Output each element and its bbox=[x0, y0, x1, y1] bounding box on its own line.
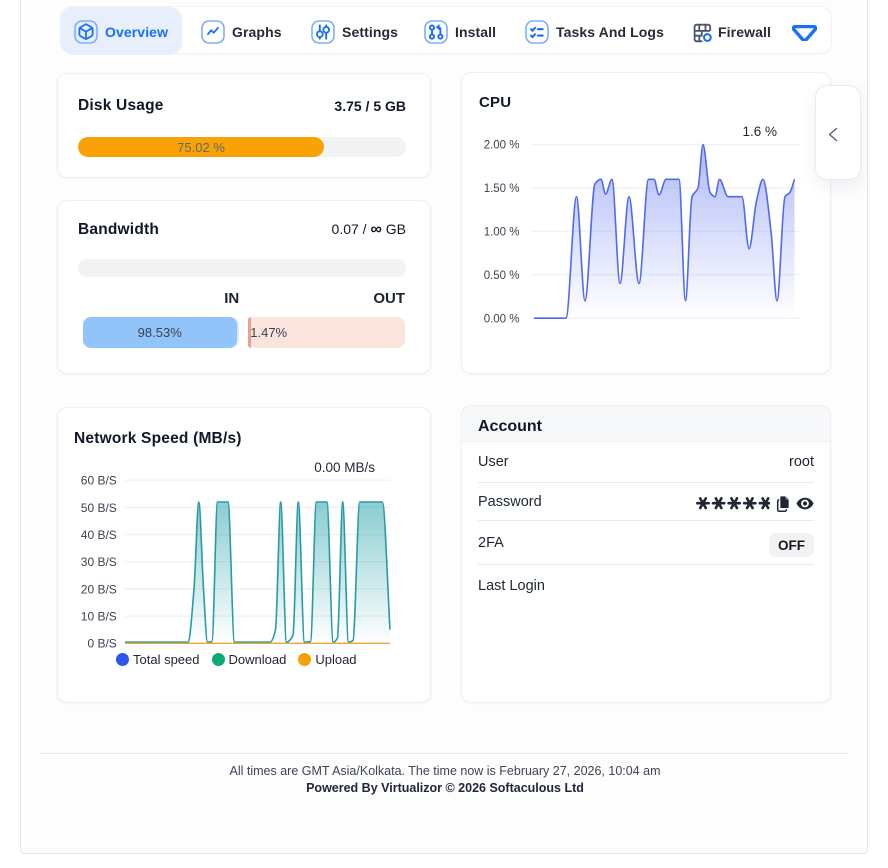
svg-text:1.00 %: 1.00 % bbox=[484, 227, 520, 239]
svg-text:2.00 %: 2.00 % bbox=[484, 140, 520, 152]
svg-text:30 B/S: 30 B/S bbox=[81, 555, 117, 569]
svg-text:0 B/S: 0 B/S bbox=[87, 637, 116, 651]
svg-text:50 B/S: 50 B/S bbox=[81, 501, 117, 515]
svg-text:0.00 %: 0.00 % bbox=[484, 313, 520, 325]
svg-text:40 B/S: 40 B/S bbox=[81, 528, 117, 542]
svg-text:0.50 %: 0.50 % bbox=[484, 270, 520, 282]
svg-text:1.50 %: 1.50 % bbox=[484, 183, 520, 195]
svg-text:10 B/S: 10 B/S bbox=[81, 610, 117, 624]
svg-text:60 B/S: 60 B/S bbox=[81, 474, 117, 488]
svg-text:20 B/S: 20 B/S bbox=[81, 582, 117, 596]
